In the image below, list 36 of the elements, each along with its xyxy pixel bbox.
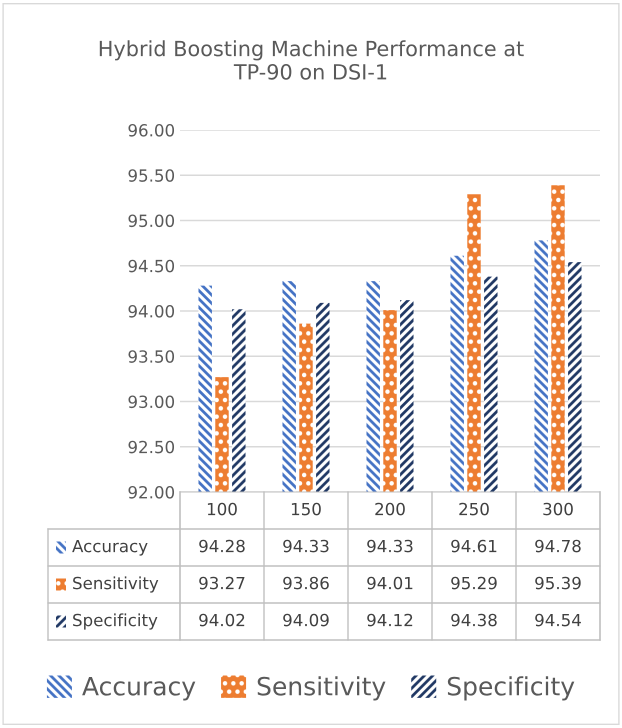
data-label: 94.12 [367, 614, 412, 626]
y-tick-label: 93.00 [128, 395, 174, 408]
x-tick-label: 200 [375, 502, 405, 516]
data-label: 94.33 [367, 540, 413, 552]
y-tick-label: 95.50 [128, 169, 174, 182]
text: Accuracy [82, 677, 196, 700]
data-label: 93.27 [199, 576, 244, 590]
data-label: 94.09 [283, 614, 329, 626]
data-label: 94.54 [535, 614, 581, 626]
y-tick-label: 96.00 [128, 124, 174, 137]
data-label: 94.02 [199, 614, 244, 626]
text: Sensitivity [258, 676, 386, 700]
y-tick-label: 92.50 [128, 440, 174, 454]
data-label: 94.28 [199, 540, 245, 552]
data-label: 94.78 [535, 540, 581, 552]
data-label: 95.29 [451, 576, 497, 590]
x-tick-label: 150 [292, 502, 321, 516]
x-tick-label: 100 [208, 502, 237, 516]
data-label: 94.01 [367, 576, 412, 590]
y-tick-label: 92.00 [128, 486, 174, 499]
legend-label: Sensitivity [73, 576, 158, 593]
data-label: 94.33 [283, 540, 329, 552]
y-tick-label: 93.50 [128, 350, 174, 363]
y-tick-label: 95.00 [128, 214, 174, 228]
legend-label: Specificity [73, 613, 158, 630]
data-label: 94.61 [451, 540, 496, 552]
y-tick-label: 94.00 [128, 304, 174, 318]
x-tick-label: 300 [543, 502, 573, 516]
data-label: 94.38 [451, 614, 497, 626]
data-label: 93.86 [283, 576, 329, 590]
legend-label: Accuracy [72, 540, 148, 556]
x-tick-label: 250 [459, 502, 489, 516]
chart-title: Hybrid Boosting Machine Performance at TP-90 on DSI-1 [100, 40, 524, 80]
text: Specificity [448, 676, 574, 700]
data-label: 95.39 [535, 576, 581, 590]
y-tick-label: 94.50 [128, 260, 174, 272]
